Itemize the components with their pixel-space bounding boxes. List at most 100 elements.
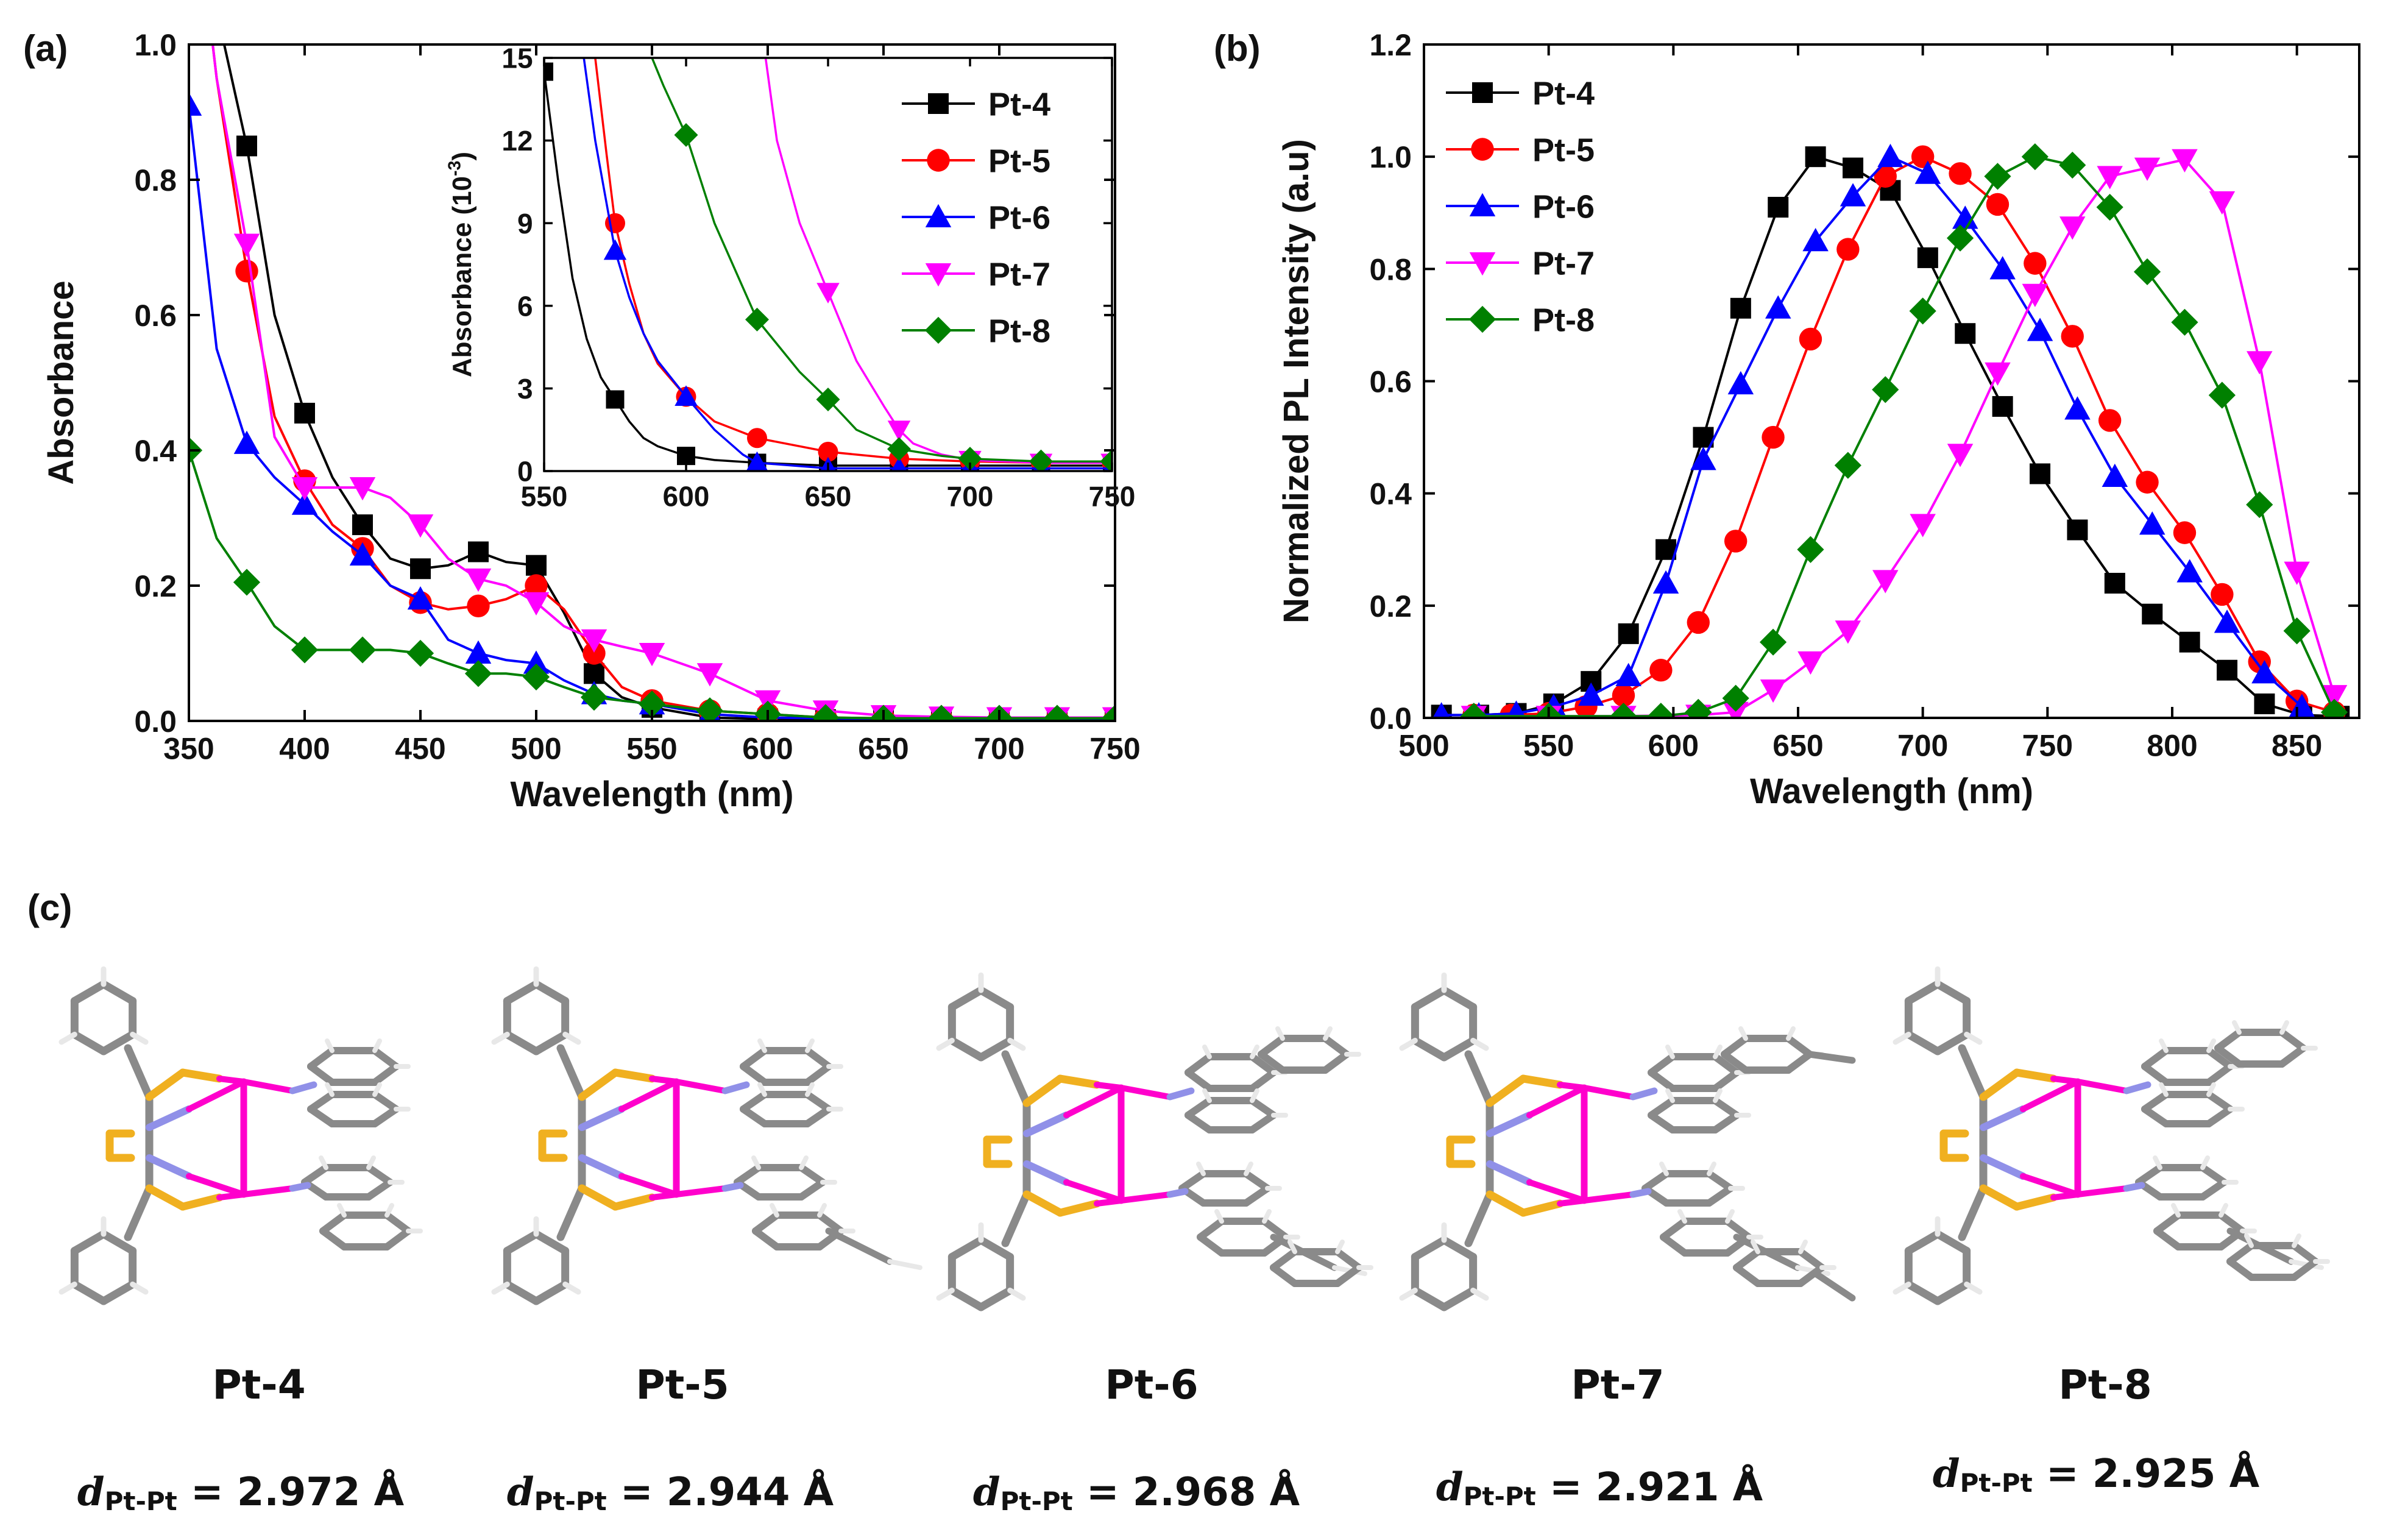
- bond: [1712, 1112, 1740, 1133]
- bond: [611, 1193, 656, 1211]
- bond: [578, 1068, 620, 1101]
- x-tick-label: 600: [742, 732, 793, 766]
- bond: [503, 1230, 540, 1255]
- series-line-pt-4: [1441, 155, 2340, 718]
- data-point-pt-8: [2246, 491, 2273, 519]
- data-point-pt-7: [2022, 283, 2049, 308]
- bond: [99, 1031, 137, 1055]
- data-point-pt-7: [523, 592, 550, 616]
- bond: [2200, 1155, 2210, 1170]
- bond: [1519, 1199, 1564, 1217]
- bond: [2141, 1063, 2170, 1086]
- data-point-pt-4: [352, 514, 373, 536]
- data-point-pt-4: [1730, 297, 1751, 319]
- bond: [1242, 1185, 1271, 1207]
- data-point-pt-5: [467, 594, 490, 617]
- structure-name-pt8: Pt-8: [2058, 1361, 2151, 1408]
- bond: [977, 986, 1015, 1011]
- distance-value: = 2.972 Å: [177, 1469, 405, 1515]
- bond: [186, 1079, 247, 1112]
- bond: [307, 1047, 336, 1070]
- bond: [1486, 1074, 1528, 1107]
- data-point-pt-7: [2284, 561, 2310, 585]
- data-point-pt-6: [1877, 143, 1903, 168]
- bond: [1197, 1218, 1225, 1241]
- distance-value: = 2.925 Å: [2033, 1450, 2260, 1497]
- bond: [366, 1155, 376, 1170]
- data-point-pt-6: [2214, 609, 2240, 633]
- bond: [1248, 1069, 1277, 1092]
- y-tick-label: 0.4: [134, 434, 177, 468]
- data-point-pt-7: [407, 514, 434, 538]
- bond: [2153, 1155, 2162, 1170]
- series-line-pt-5: [594, 58, 1112, 464]
- data-point-pt-6: [891, 456, 907, 471]
- chart-a-inset: 550 600 650 700 750 0 3 6 9 12 15 Absorbance (10-3): [445, 43, 1135, 513]
- bond: [2153, 1211, 2182, 1235]
- bond: [798, 1164, 826, 1186]
- data-point-pt-5: [525, 574, 548, 597]
- legend-entry-pt-8: Pt-8: [902, 313, 1050, 349]
- data-point-pt-8: [2320, 698, 2348, 718]
- x-tick-label: 550: [521, 481, 568, 513]
- bond: [372, 1082, 382, 1097]
- data-point-pt-6: [1802, 228, 1829, 252]
- bond: [1904, 1280, 1942, 1305]
- data-point-pt-7: [581, 629, 607, 653]
- legend-label: Pt-4: [1532, 75, 1595, 112]
- bond: [1334, 1264, 1362, 1287]
- bond: [1486, 1112, 1533, 1137]
- bond: [1250, 1045, 1259, 1059]
- bond: [2013, 1068, 2058, 1083]
- structure-pt-8: [1893, 966, 2330, 1305]
- x-tick-label: 500: [1398, 729, 1449, 763]
- bond: [1287, 1240, 1297, 1254]
- bond: [289, 1081, 317, 1094]
- bond: [1812, 1270, 1856, 1302]
- bond: [757, 1038, 767, 1053]
- x-tick-label: 700: [974, 732, 1024, 766]
- series-line-pt-6: [583, 58, 1112, 470]
- x-tick-label: 750: [1089, 481, 1136, 513]
- bond: [649, 1076, 679, 1085]
- data-point-pt-8: [233, 569, 261, 596]
- bond: [1063, 1085, 1124, 1118]
- distance-pt4: dPt-Pt = 2.972 Å: [77, 1469, 405, 1516]
- bond: [365, 1164, 394, 1186]
- bond: [562, 1032, 581, 1045]
- bond: [532, 1280, 570, 1305]
- bond: [2217, 1211, 2246, 1235]
- bond: [532, 1230, 570, 1255]
- bond: [1411, 1236, 1448, 1261]
- bond: [1713, 1088, 1723, 1103]
- data-point-pt-4: [544, 62, 553, 81]
- legend-entry-pt-4: Pt-4: [1446, 75, 1595, 112]
- legend-label: Pt-4: [988, 86, 1050, 122]
- legend-entry-pt-5: Pt-5: [902, 143, 1050, 179]
- x-tick-label: 750: [1089, 732, 1140, 766]
- bond: [1250, 1088, 1259, 1103]
- data-point-pt-5: [1874, 165, 1897, 188]
- structure-name-pt6: Pt-6: [1105, 1361, 1198, 1408]
- bond: [1486, 1190, 1528, 1217]
- data-point-pt-8: [1722, 684, 1749, 712]
- data-point-pt-7: [887, 420, 911, 441]
- bond: [1705, 1185, 1734, 1207]
- data-point-pt-4: [1917, 247, 1938, 268]
- data-point-pt-6: [603, 239, 627, 260]
- bond: [179, 1068, 224, 1083]
- data-point-pt-8: [291, 636, 319, 664]
- data-point-pt-7: [2097, 166, 2123, 190]
- data-point-pt-8: [1984, 163, 2011, 190]
- bond: [673, 1079, 728, 1094]
- data-point-pt-5: [2098, 409, 2122, 432]
- data-point-pt-8: [887, 437, 911, 461]
- bond: [241, 1079, 296, 1094]
- bond: [1979, 1068, 2021, 1101]
- bond: [2141, 1047, 2170, 1070]
- bond: [936, 1288, 955, 1301]
- bond: [130, 1032, 149, 1045]
- y-tick-label: 0.8: [134, 163, 177, 197]
- bond: [1980, 1105, 2027, 1131]
- bond: [1705, 1170, 1734, 1192]
